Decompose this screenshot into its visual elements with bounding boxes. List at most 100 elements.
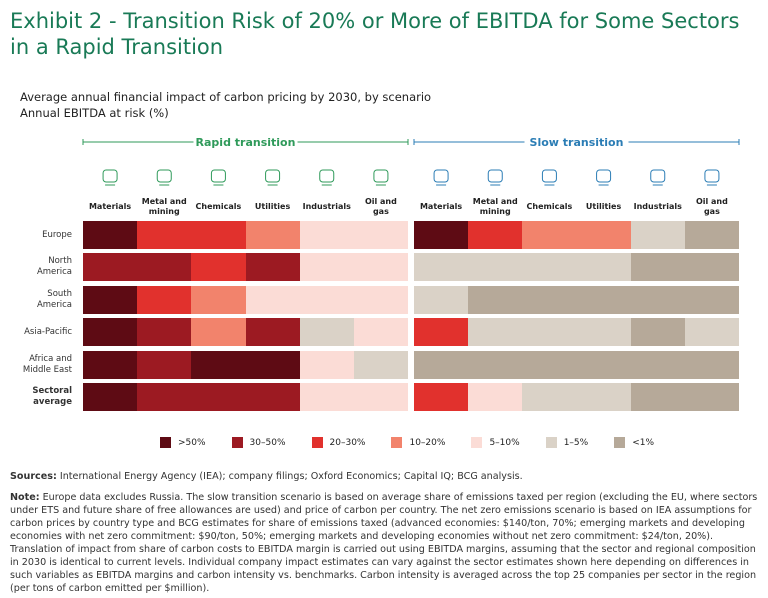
sector-icon bbox=[156, 169, 172, 186]
note-text: Europe data excludes Russia. The slow tr… bbox=[10, 492, 758, 594]
heat-cell bbox=[245, 221, 301, 249]
heat-cell bbox=[353, 253, 409, 282]
column-label: Metal and mining bbox=[468, 197, 522, 217]
heat-cell bbox=[191, 318, 246, 347]
column-label: Oil and gas bbox=[685, 197, 739, 217]
column-label: Utilities bbox=[246, 202, 300, 212]
row-label-line: Sectoral bbox=[32, 386, 72, 396]
sources-text: International Energy Agency (IEA); compa… bbox=[59, 471, 523, 482]
panel-label-bg bbox=[193, 134, 298, 150]
heat-cell bbox=[576, 253, 632, 282]
subtitle: Annual EBITDA at risk (%) bbox=[20, 106, 169, 120]
row-label-line: America bbox=[36, 299, 72, 310]
sector-icon bbox=[265, 169, 281, 186]
panel-label: Slow transition bbox=[530, 136, 624, 149]
heat-cell bbox=[630, 253, 686, 282]
heat-cell bbox=[522, 285, 577, 314]
heat-cell bbox=[630, 318, 686, 347]
heat-cell bbox=[468, 253, 523, 282]
column-label: Metal and mining bbox=[137, 197, 191, 217]
heat-cell bbox=[83, 285, 138, 314]
heat-cell bbox=[83, 383, 138, 411]
column-label-line: Metal and bbox=[472, 197, 518, 206]
heat-cell bbox=[684, 253, 740, 282]
heat-cell bbox=[299, 350, 355, 379]
heat-cell bbox=[414, 383, 469, 411]
legend-swatch bbox=[311, 437, 323, 448]
legend-swatch bbox=[231, 437, 243, 448]
heat-cell bbox=[191, 383, 246, 411]
column-label-line: Utilities bbox=[585, 202, 622, 211]
heat-cell bbox=[299, 253, 355, 282]
heat-cell bbox=[468, 350, 523, 379]
heat-cell bbox=[191, 285, 246, 314]
sector-icon bbox=[704, 169, 720, 186]
heat-cell bbox=[353, 221, 409, 249]
heat-cell bbox=[576, 383, 632, 411]
column-label-line: Chemicals bbox=[195, 202, 242, 211]
row-label-line: America bbox=[36, 267, 72, 278]
heat-cell bbox=[83, 318, 138, 347]
icon-shape bbox=[487, 169, 503, 183]
column-label-line: Industrials bbox=[633, 202, 682, 211]
legend-swatch bbox=[471, 437, 483, 448]
row-label-line: North bbox=[48, 256, 72, 267]
legend-item: 20–30% bbox=[311, 437, 365, 448]
legend-swatch bbox=[545, 437, 557, 448]
heat-cell bbox=[83, 350, 138, 379]
legend-swatch bbox=[391, 437, 403, 448]
heat-cell bbox=[191, 253, 246, 282]
column-label-line: Metal and bbox=[141, 197, 187, 206]
heat-cell bbox=[522, 221, 577, 249]
row-label: South America bbox=[8, 289, 72, 311]
column-label: Materials bbox=[414, 202, 468, 212]
heat-cell bbox=[522, 383, 577, 411]
legend-swatch bbox=[160, 437, 171, 448]
heat-cell bbox=[414, 285, 469, 314]
heat-cell bbox=[353, 383, 409, 411]
heat-cell bbox=[468, 383, 523, 411]
column-label-line: Utilities bbox=[254, 202, 291, 211]
row-label-line: Middle East bbox=[22, 364, 72, 375]
heat-cell bbox=[299, 383, 355, 411]
column-label-line: Industrials bbox=[302, 202, 351, 211]
legend-label: 10–20% bbox=[409, 437, 446, 448]
legend-item: <1% bbox=[614, 437, 654, 448]
icon-shape bbox=[596, 169, 612, 183]
column-label: Chemicals bbox=[191, 202, 245, 212]
column-label-line: Materials bbox=[419, 202, 463, 211]
heat-cell bbox=[414, 318, 469, 347]
column-label-line: gas bbox=[703, 207, 720, 216]
sector-icon bbox=[102, 169, 118, 186]
heat-cell bbox=[299, 221, 355, 249]
icon-shape bbox=[650, 169, 666, 183]
heat-cell bbox=[684, 350, 740, 379]
row-label: Africa and Middle East bbox=[8, 354, 72, 376]
heat-cell bbox=[83, 253, 138, 282]
heat-cell bbox=[245, 285, 301, 314]
sector-icon bbox=[319, 169, 335, 186]
heat-cell bbox=[245, 318, 301, 347]
heat-cell bbox=[630, 383, 686, 411]
legend-item: 30–50% bbox=[231, 437, 286, 448]
heat-cell bbox=[522, 253, 577, 282]
column-label: Utilities bbox=[577, 202, 631, 212]
heat-cell bbox=[468, 221, 523, 249]
heat-cell bbox=[684, 318, 740, 347]
heat-cell bbox=[137, 383, 192, 411]
heat-cell bbox=[191, 221, 246, 249]
column-label: Materials bbox=[83, 202, 137, 212]
sector-icon bbox=[433, 169, 449, 186]
subtitle: Average annual financial impact of carbo… bbox=[20, 90, 432, 104]
icon-shape bbox=[102, 169, 118, 183]
legend-label: >50% bbox=[178, 437, 206, 448]
column-label: Chemicals bbox=[522, 202, 576, 212]
icon-shape bbox=[156, 169, 172, 183]
heat-cell bbox=[576, 221, 632, 249]
row-label: Asia-Pacific bbox=[8, 327, 72, 338]
heat-cell bbox=[137, 253, 192, 282]
icon-shape bbox=[704, 169, 720, 183]
heat-cell bbox=[576, 318, 632, 347]
heat-cell bbox=[137, 350, 192, 379]
heat-cell bbox=[630, 285, 686, 314]
